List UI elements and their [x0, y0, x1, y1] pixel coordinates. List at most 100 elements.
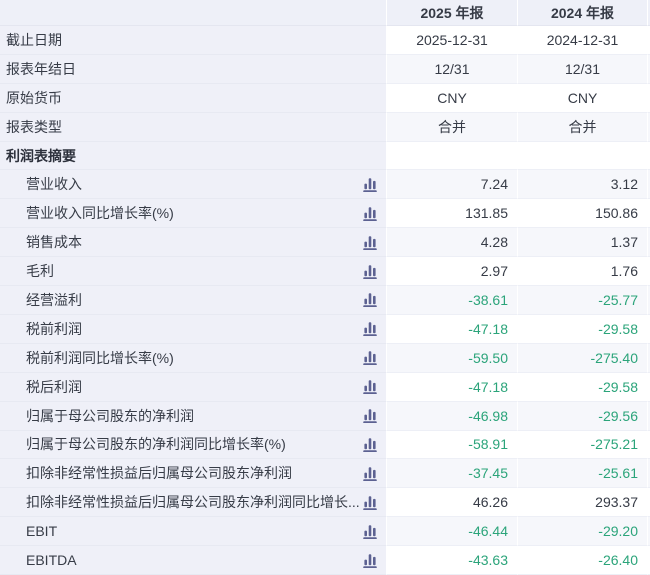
- value-2025: 12/31: [434, 60, 470, 77]
- clipped-next-column-cell: [647, 257, 650, 287]
- row-label-cell: 截止日期: [0, 26, 386, 55]
- clipped-next-column-cell: [647, 488, 650, 518]
- row-label: 截止日期: [6, 31, 62, 48]
- row-label: EBIT: [26, 523, 58, 540]
- row-label-cell: 销售成本: [0, 228, 386, 258]
- row-label: 扣除非经常性损益后归属母公司股东净利润同比增长...: [26, 494, 360, 511]
- value-2024: 293.37: [595, 494, 638, 511]
- row-label-cell: 税前利润: [0, 314, 386, 344]
- value-2024: -29.20: [598, 523, 638, 540]
- clipped-next-column-cell: [647, 372, 650, 402]
- value-cell-2024: -29.20: [517, 517, 647, 547]
- value-cell-2025: -46.44: [386, 517, 517, 547]
- row-label: 原始货币: [6, 89, 62, 106]
- bar-chart-icon[interactable]: [363, 321, 377, 337]
- bar-chart-icon[interactable]: [363, 553, 377, 568]
- value-cell-2024: 12/31: [517, 54, 647, 84]
- value-cell-2025: CNY: [386, 83, 517, 113]
- row-label-cell: 税后利润: [0, 372, 386, 402]
- clipped-next-column-cell: [647, 83, 650, 113]
- clipped-next-column-cell: [647, 54, 650, 84]
- value-2025: 2.97: [480, 263, 508, 280]
- value-cell-2024: -29.58: [517, 372, 647, 402]
- bar-chart-icon[interactable]: [363, 206, 377, 221]
- value-2025: -38.61: [468, 291, 508, 308]
- value-2025: 合并: [438, 118, 466, 135]
- value-2024: -25.61: [598, 465, 638, 482]
- clipped-next-column-cell: [647, 286, 650, 315]
- value-cell-2025: 2025-12-31: [386, 26, 517, 55]
- value-cell-2024: -29.56: [517, 401, 647, 431]
- value-2025: -59.50: [468, 349, 508, 366]
- value-2025: -58.91: [468, 436, 508, 453]
- bar-chart-icon[interactable]: [363, 350, 377, 366]
- bar-chart-icon[interactable]: [363, 466, 377, 481]
- bar-chart-icon[interactable]: [363, 292, 377, 308]
- value-cell-2024: 1.76: [517, 257, 647, 287]
- value-2025: -46.44: [468, 523, 508, 540]
- value-2024: 1.37: [610, 234, 638, 251]
- bar-chart-icon[interactable]: [363, 437, 377, 452]
- clipped-next-column-cell: [647, 517, 650, 547]
- value-cell-2025: 46.26: [386, 488, 517, 518]
- row-label: 税前利润: [26, 320, 82, 337]
- row-label: 经营溢利: [26, 291, 82, 308]
- value-cell-2025: -43.63: [386, 546, 517, 575]
- value-2024: -29.58: [598, 320, 638, 337]
- value-2025: 7.24: [480, 176, 508, 193]
- value-2025: -47.18: [468, 320, 508, 337]
- value-cell-2025: -37.45: [386, 459, 517, 489]
- row-label: 利润表摘要: [6, 147, 76, 164]
- bar-chart-icon[interactable]: [363, 524, 377, 539]
- row-label: 扣除非经常性损益后归属母公司股东净利润: [26, 465, 292, 482]
- bar-chart-icon[interactable]: [363, 408, 377, 424]
- row-label: 税后利润: [26, 378, 82, 395]
- bar-chart-icon[interactable]: [363, 379, 377, 395]
- value-2024: 1.76: [610, 263, 638, 280]
- value-cell-2024: -26.40: [517, 546, 647, 575]
- value-cell-2024: -29.58: [517, 314, 647, 344]
- value-2025: 4.28: [480, 234, 508, 251]
- clipped-next-column-cell: [647, 141, 650, 171]
- bar-chart-icon[interactable]: [363, 177, 377, 192]
- value-2025: -43.63: [468, 552, 508, 569]
- column-header-2024: 2024 年报: [517, 0, 647, 26]
- clipped-next-column-cell: [647, 112, 650, 142]
- value-2024: 2024-12-31: [546, 31, 619, 48]
- value-cell-2025: 131.85: [386, 199, 517, 229]
- row-label-cell: 经营溢利: [0, 286, 386, 315]
- value-cell-2025: -47.18: [386, 372, 517, 402]
- clipped-next-column-header: [647, 0, 650, 26]
- clipped-next-column-cell: [647, 314, 650, 344]
- bar-chart-icon[interactable]: [363, 264, 377, 279]
- value-2024: -26.40: [598, 552, 638, 569]
- value-cell-2024: -275.21: [517, 430, 647, 460]
- bar-chart-icon[interactable]: [363, 235, 377, 250]
- value-2024: CNY: [567, 89, 598, 106]
- value-2024: -275.40: [590, 349, 638, 366]
- value-cell-2025: [386, 141, 517, 171]
- value-cell-2024: -25.77: [517, 286, 647, 315]
- value-2024: 150.86: [595, 205, 638, 222]
- value-cell-2025: -58.91: [386, 430, 517, 460]
- value-cell-2024: 合并: [517, 112, 647, 142]
- bar-chart-icon[interactable]: [363, 495, 377, 510]
- value-cell-2024: -25.61: [517, 459, 647, 489]
- row-label-cell: 归属于母公司股东的净利润: [0, 401, 386, 431]
- row-label: EBITDA: [26, 552, 77, 569]
- value-cell-2025: -47.18: [386, 314, 517, 344]
- row-label-cell: 报表类型: [0, 112, 386, 142]
- value-cell-2024: -275.40: [517, 343, 647, 373]
- value-cell-2024: [517, 141, 647, 171]
- value-2024: 3.12: [610, 176, 638, 193]
- row-label-cell: EBITDA: [0, 546, 386, 575]
- row-label: 报表年结日: [6, 60, 76, 77]
- value-cell-2025: 合并: [386, 112, 517, 142]
- value-2025: -47.18: [468, 378, 508, 395]
- clipped-next-column-cell: [647, 430, 650, 460]
- clipped-next-column-cell: [647, 228, 650, 258]
- value-2024: -25.77: [598, 291, 638, 308]
- row-label-cell: 报表年结日: [0, 54, 386, 84]
- value-2025: -37.45: [468, 465, 508, 482]
